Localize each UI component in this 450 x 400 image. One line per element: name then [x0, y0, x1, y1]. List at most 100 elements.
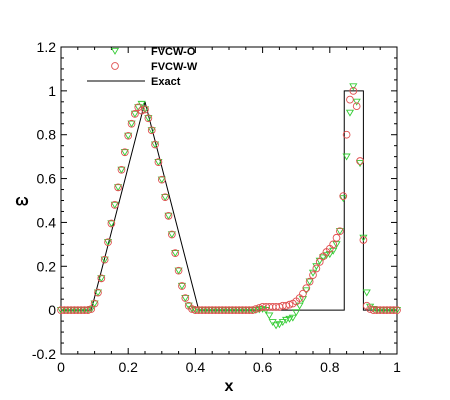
point-fvcw-w [356, 157, 364, 165]
point-fvcw-w [97, 274, 106, 283]
point-fvcw-o [282, 316, 291, 324]
x-axis-title: x [225, 378, 234, 395]
point-fvcw-w [285, 300, 294, 309]
point-fvcw-w [124, 131, 133, 140]
point-fvcw-o [144, 115, 153, 123]
legend-marker-fvcw-w [111, 62, 119, 70]
point-fvcw-w [305, 277, 314, 286]
x-tick-label: 0.2 [118, 359, 138, 375]
point-fvcw-o [120, 149, 129, 157]
point-fvcw-o [97, 275, 106, 283]
plot-area: -0.200.20.40.60.811.2 0 0.2 0.4 0.6 0.8 1 [32, 39, 401, 375]
x-tick-label: 0.8 [320, 359, 340, 375]
point-fvcw-o [349, 83, 358, 91]
point-fvcw-w [131, 110, 139, 118]
point-fvcw-o [339, 195, 348, 203]
point-fvcw-w [114, 183, 122, 192]
point-fvcw-w [151, 140, 159, 149]
x-tick-label: 0.6 [253, 359, 273, 375]
point-fvcw-w [120, 148, 129, 157]
point-fvcw-w [87, 305, 96, 313]
point-fvcw-w [110, 201, 119, 209]
y-tick-label: 0.8 [37, 127, 57, 143]
x-tick-label: 0.4 [186, 359, 206, 375]
point-fvcw-w [168, 230, 176, 239]
point-fvcw-o [93, 289, 103, 297]
point-fvcw-w [171, 249, 180, 257]
point-fvcw-w [104, 238, 112, 247]
point-fvcw-o [90, 300, 99, 308]
point-fvcw-o [140, 106, 150, 114]
point-fvcw-w [302, 284, 311, 293]
point-fvcw-w [352, 102, 361, 111]
point-fvcw-w [329, 240, 338, 249]
point-fvcw-w [309, 271, 317, 279]
point-fvcw-o [154, 159, 163, 166]
point-fvcw-o [130, 110, 140, 118]
x-axis-ticks: 0 0.2 0.4 0.6 0.8 1 [57, 47, 401, 375]
point-fvcw-w [315, 258, 324, 266]
legend-marker-fvcw-o [110, 47, 120, 55]
point-fvcw-w [157, 175, 166, 184]
x-tick-label: 0 [57, 359, 65, 375]
point-fvcw-w [312, 264, 321, 273]
point-fvcw-o [318, 254, 328, 262]
point-fvcw-o [305, 278, 314, 286]
point-fvcw-w [332, 233, 341, 242]
series-line-exact [61, 90, 397, 311]
point-fvcw-w [393, 306, 401, 314]
point-fvcw-w [107, 219, 116, 228]
point-fvcw-o [114, 184, 123, 192]
y-tick-label: -0.2 [32, 346, 56, 362]
point-fvcw-o [177, 282, 187, 290]
series-layer [56, 83, 402, 330]
point-fvcw-w [141, 105, 149, 114]
legend-label: FVCW-W [151, 61, 198, 73]
y-tick-label: 1.2 [37, 39, 57, 55]
point-fvcw-o [332, 241, 341, 249]
y-tick-label: 0 [48, 302, 56, 318]
point-fvcw-o [161, 194, 170, 202]
point-fvcw-o [271, 322, 281, 330]
point-fvcw-w [147, 126, 156, 135]
y-tick-label: 0.2 [37, 258, 57, 274]
y-tick-label: 0.6 [37, 171, 57, 187]
point-fvcw-w [161, 193, 170, 202]
point-fvcw-w [164, 212, 173, 220]
point-fvcw-o [359, 234, 368, 242]
y-tick-label: 0.4 [37, 214, 57, 230]
point-fvcw-o [268, 319, 277, 327]
point-fvcw-w [154, 158, 163, 166]
point-fvcw-w [299, 289, 307, 298]
point-fvcw-w [181, 294, 190, 302]
point-fvcw-w [178, 282, 186, 290]
point-fvcw-o [107, 220, 116, 228]
point-fvcw-w [90, 299, 99, 308]
point-fvcw-w [144, 114, 153, 123]
point-fvcw-w [137, 106, 146, 115]
point-fvcw-o [87, 305, 96, 313]
point-fvcw-w [282, 301, 290, 310]
point-fvcw-w [342, 130, 351, 139]
point-fvcw-o [355, 160, 365, 168]
point-fvcw-o [335, 228, 344, 236]
point-fvcw-w [389, 306, 398, 314]
point-fvcw-o [295, 302, 304, 310]
legend: FVCW-O FVCW-W Exact [87, 46, 198, 88]
point-fvcw-o [167, 231, 176, 239]
point-fvcw-w [252, 305, 260, 313]
point-fvcw-o [127, 120, 136, 128]
point-fvcw-w [248, 306, 257, 314]
point-fvcw-o [150, 141, 160, 149]
point-fvcw-o [100, 256, 109, 264]
point-fvcw-o [278, 319, 287, 327]
point-fvcw-o [362, 289, 371, 297]
point-fvcw-o [147, 127, 156, 135]
point-fvcw-w [127, 119, 136, 128]
point-fvcw-o [181, 294, 190, 302]
point-fvcw-w [346, 95, 354, 104]
y-tick-label: 1 [48, 83, 56, 99]
point-fvcw-o [352, 98, 361, 106]
point-fvcw-w [84, 306, 92, 314]
point-fvcw-o [171, 250, 180, 257]
